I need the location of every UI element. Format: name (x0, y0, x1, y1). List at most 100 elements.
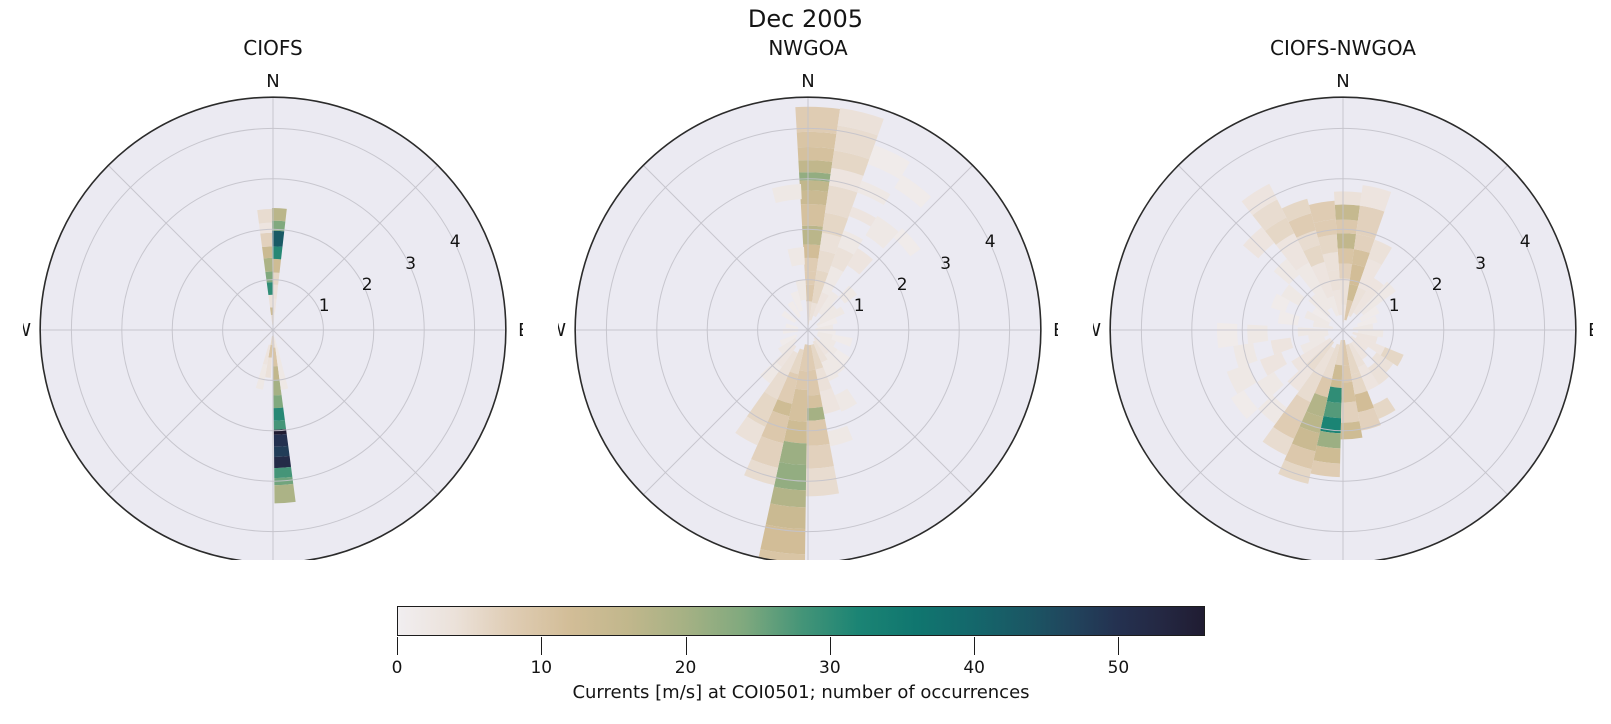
subplot-nwgoa: NWGOA 1234NESW (540, 0, 1076, 600)
rose-petal-segment (255, 363, 268, 390)
rose-petal-segment (778, 350, 798, 377)
subplot-title-nwgoa: NWGOA (768, 36, 848, 60)
rose-petal-segment (806, 394, 823, 409)
rose-petal-segment (260, 232, 273, 248)
rose-petal-segment (806, 406, 825, 421)
rose-petal-segment (1291, 426, 1320, 452)
rose-petal-segment (821, 359, 839, 382)
rose-petal-segment (1347, 287, 1367, 318)
rose-petal-segment (1337, 248, 1355, 265)
rose-petal-segment (787, 246, 805, 267)
rose-petal-segment (1230, 390, 1258, 419)
rose-petal-segment (795, 106, 841, 134)
rose-petal-segment (1351, 372, 1368, 395)
rose-petal-segment (1356, 205, 1385, 239)
rose-petal-segment (1330, 364, 1343, 388)
rose-petal-segment (274, 445, 290, 457)
rose-petal-segment (1338, 263, 1352, 280)
rose-petal-segment (1259, 352, 1287, 376)
grid-spoke (642, 164, 809, 331)
rose-petal-segment (274, 455, 292, 469)
rose-petal-segment (266, 282, 273, 296)
radial-tick-label-3: 3 (940, 254, 951, 274)
rose-petal-segment (837, 108, 884, 136)
rose-petal-segment (783, 419, 807, 444)
rose-petal-segment (1344, 300, 1353, 321)
rose-petal-segment (788, 388, 808, 422)
rose-petal-segment (817, 317, 838, 328)
rose-petal-segment (790, 290, 804, 312)
rose-petal-segment (800, 190, 829, 206)
rose-petal-segment (1288, 213, 1316, 238)
rose-petal-segment (1306, 392, 1328, 418)
cardinal-label-w: W (558, 320, 566, 341)
rose-petal-segment (1339, 278, 1350, 306)
rose-petal-segment (272, 258, 282, 273)
rose-petal-segment (1281, 198, 1312, 222)
rose-petal-segment (1340, 401, 1360, 423)
rose-petal-segment (1372, 397, 1396, 419)
subplot-title-ciofs-nwgoa: CIOFS-NWGOA (1270, 36, 1416, 60)
rose-petal-segment (893, 228, 921, 257)
rose-petal-segment (799, 344, 808, 372)
rose-petal-segment (833, 349, 851, 366)
cardinal-label-n: N (1336, 71, 1349, 92)
rose-petal-segment (1359, 185, 1392, 212)
colorbar-tick (1118, 637, 1120, 655)
rose-petal-segment (272, 284, 279, 299)
rose-petal-segment (1312, 307, 1332, 323)
rose-petal-segment (1334, 204, 1360, 221)
rose-petal-segment (1341, 365, 1353, 383)
rose-petal-segment (1320, 340, 1335, 355)
rose-petal-segment (813, 292, 829, 318)
radial-tick-label-1: 1 (854, 296, 865, 316)
colorbar-tick (829, 637, 831, 655)
rose-petal-segment (787, 300, 802, 319)
rose-petal-segment (1316, 430, 1341, 449)
rose-petal-segment (1333, 191, 1362, 206)
rose-petal-segment (1323, 401, 1342, 419)
rose-petal-segment (765, 503, 806, 530)
cardinal-label-n: N (266, 71, 279, 92)
rose-petal-segment (744, 459, 779, 486)
subplot-title-ciofs: CIOFS (243, 36, 303, 60)
rose-petal-segment (772, 399, 792, 417)
rose-petal-segment (825, 185, 858, 219)
rose-petal-segment (1312, 321, 1334, 329)
rose-petal-segment (1241, 183, 1278, 216)
rose-petal-segment (894, 174, 932, 208)
rose-petal-segment (847, 248, 873, 275)
rose-petal-segment (1355, 335, 1385, 356)
rose-petal-segment (1311, 261, 1334, 299)
rose-petal-segment (815, 367, 832, 392)
rose-petal-segment (770, 486, 806, 508)
rose-petal-segment (1357, 258, 1382, 292)
rose-petal-segment (785, 323, 799, 330)
rose-petal-segment (270, 335, 273, 346)
rose-petal-segment (735, 416, 766, 446)
rose-petal-segment (272, 230, 285, 247)
rose-petal-segment (1284, 443, 1316, 470)
rose-petal-segment (1367, 362, 1390, 385)
rose-petal-segment (772, 184, 802, 203)
rose-petal-segment (273, 379, 282, 396)
rose-petal-segment (268, 294, 273, 308)
figure-suptitle: Dec 2005 (747, 5, 864, 33)
rose-petal-segment (1313, 346, 1335, 376)
rose-petal-segment (1303, 244, 1325, 267)
rose-petal-segment (777, 371, 799, 404)
rose-petal-segment (258, 222, 273, 234)
colorbar-tick-label: 0 (391, 658, 403, 678)
rose-petal-segment (778, 337, 797, 355)
colorbar-tick-label: 50 (1107, 658, 1130, 678)
rose-petal-segment (1313, 445, 1341, 464)
colorbar-tick-label: 10 (530, 658, 553, 678)
rose-petal-segment (806, 419, 830, 446)
rose-petal-segment (827, 425, 853, 447)
rose-petal-segment (746, 391, 778, 427)
rose-petal-segment (265, 357, 272, 378)
rose-petal-segment (816, 306, 845, 326)
rose-petal-segment (257, 209, 273, 224)
radial-tick-label-1: 1 (319, 296, 330, 316)
rose-petal-segment (1296, 370, 1323, 403)
